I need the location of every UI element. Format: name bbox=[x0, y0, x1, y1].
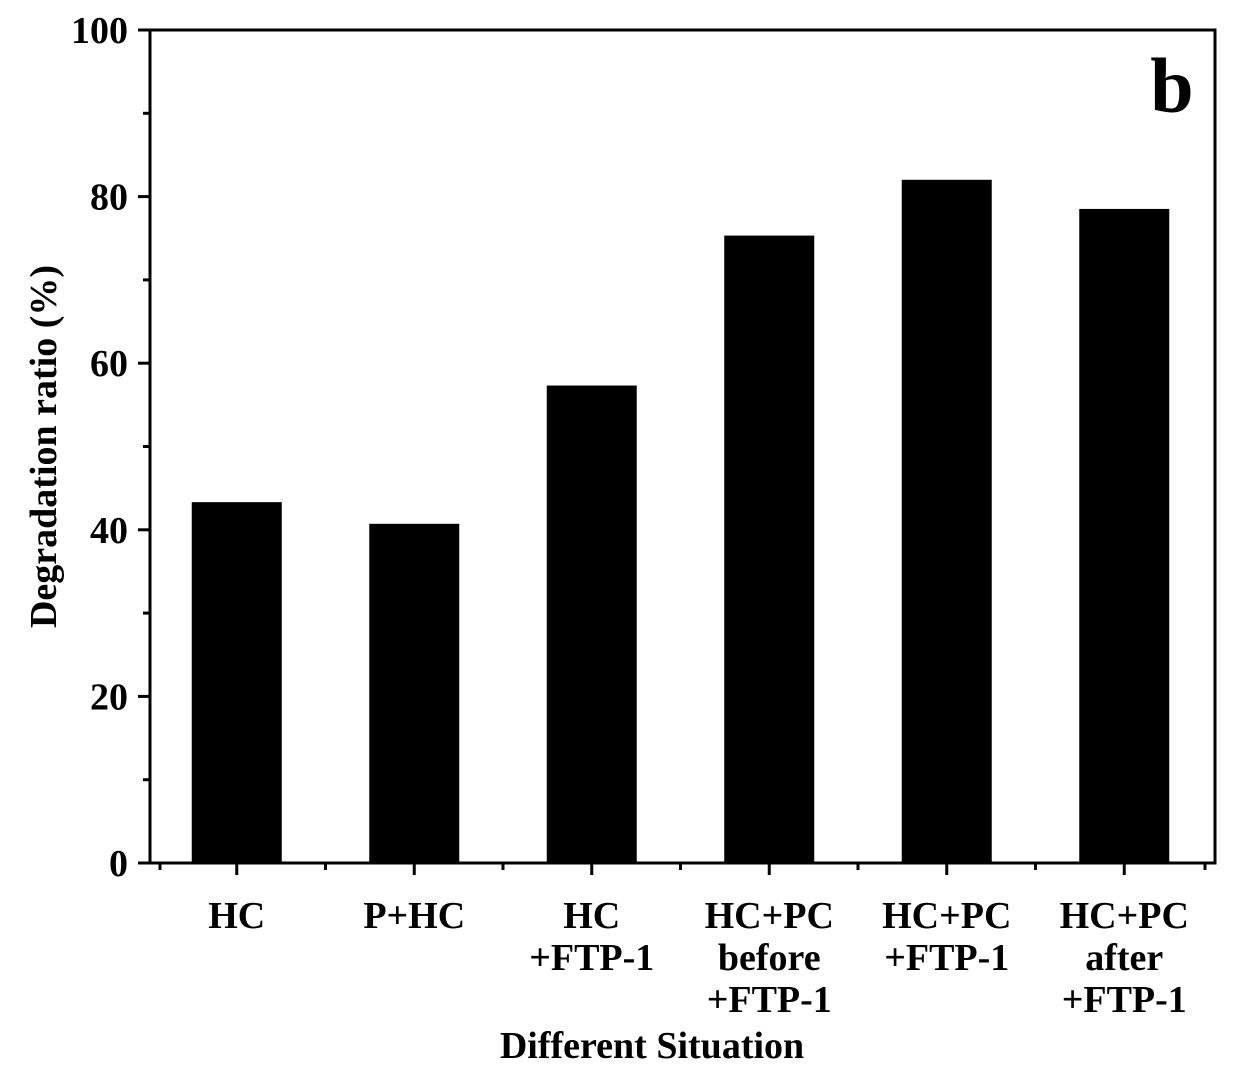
y-tick-label: 40 bbox=[90, 510, 128, 552]
x-tick-label: P+HC bbox=[363, 895, 465, 937]
y-tick-label: 60 bbox=[90, 343, 128, 385]
bar-4 bbox=[724, 235, 815, 865]
x-tick-label: HC+PC +FTP-1 bbox=[882, 895, 1011, 979]
x-axis-title: Different Situation bbox=[500, 1025, 804, 1067]
plot-area bbox=[148, 28, 1217, 865]
bar-6 bbox=[1079, 208, 1170, 865]
x-tick-label: HC+PC before +FTP-1 bbox=[705, 895, 834, 1021]
bar-2 bbox=[369, 523, 460, 864]
x-tick-label: HC+PC after +FTP-1 bbox=[1060, 895, 1189, 1021]
y-axis-title: Degradation ratio (%) bbox=[23, 265, 65, 628]
x-tick-label: HC bbox=[208, 895, 265, 937]
x-tick-label: HC +FTP-1 bbox=[529, 895, 654, 979]
x-axis-ticks: HC P+HC HC +FTP-1 HC+PC before +FTP-1 HC+PC +FTP… bbox=[158, 863, 1207, 1021]
y-tick-label: 80 bbox=[90, 177, 128, 219]
y-tick-label: 0 bbox=[109, 843, 128, 885]
bar-1 bbox=[191, 502, 282, 864]
y-tick-label: 100 bbox=[71, 10, 128, 52]
plot-frame bbox=[148, 28, 1217, 865]
bar-5 bbox=[901, 179, 992, 864]
panel-label: b bbox=[1150, 42, 1193, 129]
bar-3 bbox=[546, 385, 637, 864]
y-axis-ticks: 0 20 40 60 80 100 bbox=[71, 10, 150, 885]
y-tick-label: 20 bbox=[90, 676, 128, 718]
bars-group bbox=[191, 179, 1170, 865]
